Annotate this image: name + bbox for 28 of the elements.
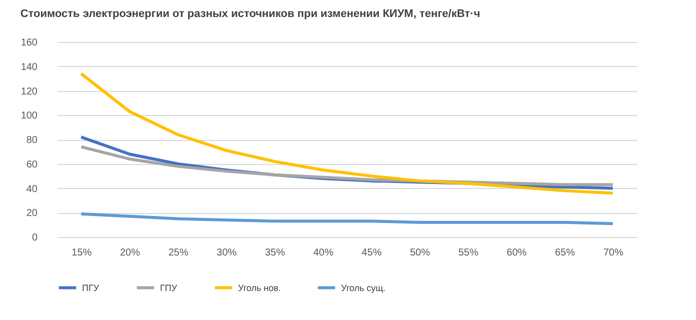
- line-series: [80, 212, 614, 226]
- x-tick-label: 70%: [603, 248, 624, 258]
- x-tick-label: 25%: [168, 248, 188, 258]
- line-series: [80, 72, 614, 195]
- y-tick-label: 160: [20, 38, 38, 48]
- y-tick-label: 40: [26, 184, 38, 195]
- x-tick-label: 50%: [410, 248, 430, 258]
- y-tick-label: 0: [32, 232, 38, 244]
- x-tick-label: 30%: [216, 248, 237, 258]
- x-tick-label: 20%: [120, 248, 140, 258]
- x-tick-label: 55%: [458, 248, 478, 258]
- chart-title: Стоимость электроэнергии от разных источников при изменении КИУМ, тенге/кВт·ч: [20, 8, 480, 20]
- y-tick-label: 120: [20, 86, 38, 98]
- y-tick-label: 20: [26, 208, 38, 220]
- legend-label: ПГУ: [82, 282, 100, 293]
- legend-label: Уголь сущ.: [341, 282, 386, 293]
- x-tick-label: 40%: [313, 248, 334, 258]
- x-tick-label: 45%: [362, 248, 382, 258]
- y-tick-label: 100: [20, 110, 38, 122]
- y-tick-label: 60: [26, 159, 38, 170]
- x-tick-label: 15%: [72, 248, 92, 258]
- x-tick-label: 65%: [554, 248, 576, 258]
- y-tick-label: 140: [20, 62, 38, 73]
- legend-label: Уголь нов.: [238, 282, 281, 293]
- x-tick-label: 35%: [264, 248, 286, 258]
- x-tick-label: 60%: [506, 248, 527, 258]
- y-tick-label: 80: [26, 135, 38, 146]
- legend-label: ГПУ: [160, 282, 178, 293]
